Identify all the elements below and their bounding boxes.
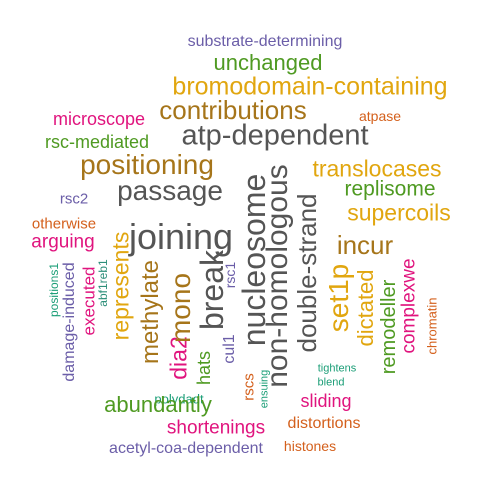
word-atp-dependent: atp-dependent — [181, 119, 369, 152]
word-rscs: rscs — [240, 373, 258, 401]
word-replisome: replisome — [344, 177, 436, 201]
word-otherwise: otherwise — [31, 215, 97, 233]
word-tightens: tightens — [317, 362, 357, 375]
word-unchanged: unchanged — [213, 50, 323, 75]
word-blend: blend — [317, 376, 345, 389]
word-complexwe: complexwe — [398, 258, 420, 354]
word-rsc-mediated: rsc-mediated — [44, 132, 150, 152]
word-non-homologous: non-homologous — [261, 164, 294, 388]
word-passage: passage — [117, 175, 223, 206]
word-rsc1: rsc1 — [222, 261, 238, 289]
word-cul1: cul1 — [221, 334, 238, 364]
word-executed: executed — [79, 266, 99, 336]
word-hats: hats — [194, 350, 214, 386]
word-distortions: distortions — [287, 415, 361, 432]
word-dictated: dictated — [353, 269, 378, 347]
word-represents: represents — [107, 231, 134, 341]
word-supercoils: supercoils — [347, 199, 451, 226]
word-remodeller: remodeller — [378, 279, 400, 375]
word-polydadt: polydadt — [154, 391, 204, 407]
word-mono: mono — [165, 272, 196, 344]
word-ensuing: ensuing — [258, 369, 271, 409]
word-arguing: arguing — [31, 231, 95, 253]
word-double-strand: double-strand — [292, 193, 322, 353]
word-set1p: set1p — [323, 263, 354, 333]
word-translocases: translocases — [312, 155, 442, 182]
word-positioning: positioning — [80, 149, 214, 180]
word-contributions: contributions — [159, 95, 307, 125]
word-atpase: atpase — [358, 108, 402, 124]
word-microscope: microscope — [52, 109, 146, 129]
word-joining: joining — [128, 216, 234, 257]
word-rsc2: rsc2 — [59, 190, 89, 208]
word-chromatin: chromatin — [424, 297, 440, 355]
word-sliding: sliding — [300, 391, 352, 411]
word-damage-induced: damage-induced — [61, 262, 78, 382]
word-methylate: methylate — [137, 259, 164, 365]
word-histones: histones — [283, 438, 337, 454]
word-bromodomain-containing: bromodomain-containing — [172, 72, 448, 101]
word-positions1: positions1 — [47, 262, 61, 318]
word-incur: incur — [336, 230, 394, 260]
word-shortenings: shortenings — [166, 417, 266, 439]
word-acetyl-coa-dependent: acetyl-coa-dependent — [109, 440, 263, 457]
word-abundantly: abundantly — [104, 392, 212, 417]
word-substrate-determining: substrate-determining — [187, 33, 343, 50]
